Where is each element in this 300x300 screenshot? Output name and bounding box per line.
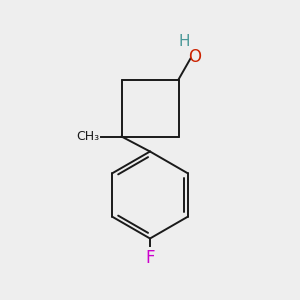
Text: H: H [179,34,190,50]
Text: CH₃: CH₃ [76,130,99,143]
Text: O: O [188,48,201,66]
Text: F: F [145,249,155,267]
